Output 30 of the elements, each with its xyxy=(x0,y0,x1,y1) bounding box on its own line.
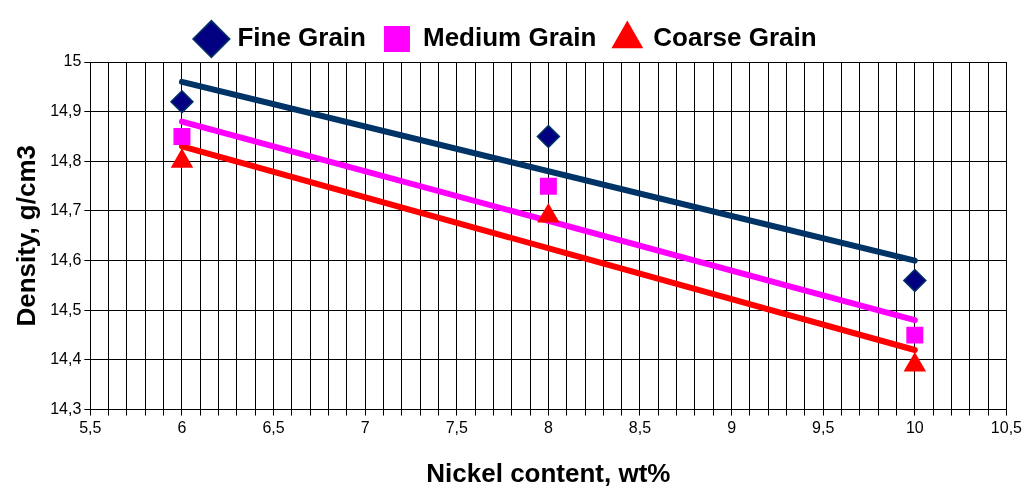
y-tick-label: 14,7 xyxy=(50,201,82,219)
x-axis-title: Nickel content, wt% xyxy=(426,457,671,488)
y-tick-label: 14,6 xyxy=(50,251,82,269)
x-tick-label: 8 xyxy=(543,418,553,436)
x-tick-label: 9 xyxy=(727,418,737,436)
x-tick-label: 7,5 xyxy=(445,418,468,436)
point xyxy=(170,89,194,114)
x-tick-label: 9,5 xyxy=(812,418,835,436)
x-tick-label: 6,5 xyxy=(262,418,285,436)
legend-label: Fine Grain xyxy=(237,22,366,53)
point xyxy=(536,124,561,149)
x-tick-label: 7 xyxy=(360,418,370,436)
point xyxy=(903,268,927,293)
x-tick-label: 5,5 xyxy=(79,418,102,436)
x-tick-label: 10,5 xyxy=(990,418,1023,436)
x-tick-label: 8,5 xyxy=(628,418,652,436)
y-tick-label: 15 xyxy=(63,52,82,70)
y-tick-label: 14,5 xyxy=(50,300,82,318)
y-tick-label: 14,3 xyxy=(50,400,82,418)
x-tick-label: 10 xyxy=(905,418,924,436)
y-tick-label: 14,4 xyxy=(50,350,82,368)
point xyxy=(906,326,924,344)
point xyxy=(173,128,191,145)
y-axis-title: Density, g/cm3 xyxy=(10,145,41,327)
point xyxy=(539,177,557,195)
legend-label: Medium Grain xyxy=(422,22,597,53)
y-tick-label: 14,9 xyxy=(50,102,82,120)
legend-label: Coarse Grain xyxy=(653,22,817,53)
x-tick-label: 6 xyxy=(177,418,187,436)
y-tick-label: 14,8 xyxy=(50,151,82,169)
